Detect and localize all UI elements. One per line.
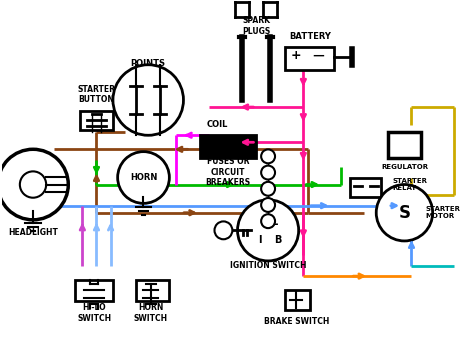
Bar	[284, 47, 334, 70]
Text: S: S	[399, 204, 410, 222]
Text: STARTER
RELAY: STARTER RELAY	[392, 178, 428, 191]
Text: B: B	[274, 235, 282, 245]
Circle shape	[20, 171, 46, 198]
Text: IGNITION SWITCH: IGNITION SWITCH	[230, 261, 306, 270]
Circle shape	[376, 185, 433, 241]
Circle shape	[261, 166, 275, 180]
Text: HEADLIGHT: HEADLIGHT	[8, 228, 58, 236]
Bar	[200, 135, 256, 158]
Text: HORN
SWITCH: HORN SWITCH	[134, 304, 168, 323]
Circle shape	[118, 152, 169, 203]
Bar	[388, 132, 421, 158]
Circle shape	[261, 149, 275, 163]
Circle shape	[261, 198, 275, 212]
Text: BRAKE SWITCH: BRAKE SWITCH	[264, 317, 329, 326]
Bar	[137, 280, 169, 301]
Text: L: L	[271, 217, 277, 228]
Bar	[284, 290, 310, 310]
Circle shape	[0, 149, 68, 220]
Text: HORN: HORN	[130, 173, 157, 182]
Circle shape	[113, 65, 183, 135]
Text: I: I	[258, 235, 262, 245]
Text: COIL: COIL	[207, 120, 228, 129]
Text: POINTS: POINTS	[131, 59, 166, 67]
Bar	[75, 280, 113, 301]
Text: FUSES OR
CIRCUIT
BREAKERS: FUSES OR CIRCUIT BREAKERS	[206, 157, 251, 187]
Text: −: −	[311, 47, 325, 65]
Bar	[80, 110, 113, 130]
Text: +: +	[291, 49, 301, 62]
Text: STARTER
BUTTON: STARTER BUTTON	[77, 85, 116, 104]
Bar	[350, 178, 381, 197]
Text: SPARK
PLUGS: SPARK PLUGS	[242, 16, 271, 36]
Text: BATTERY: BATTERY	[290, 32, 331, 41]
Circle shape	[261, 214, 275, 228]
Circle shape	[261, 182, 275, 196]
Text: REGULATOR: REGULATOR	[381, 164, 428, 170]
Text: STARTER
MOTOR: STARTER MOTOR	[426, 206, 461, 219]
Circle shape	[215, 222, 232, 239]
Circle shape	[237, 200, 299, 261]
Text: HI-LO
SWITCH: HI-LO SWITCH	[77, 304, 111, 323]
